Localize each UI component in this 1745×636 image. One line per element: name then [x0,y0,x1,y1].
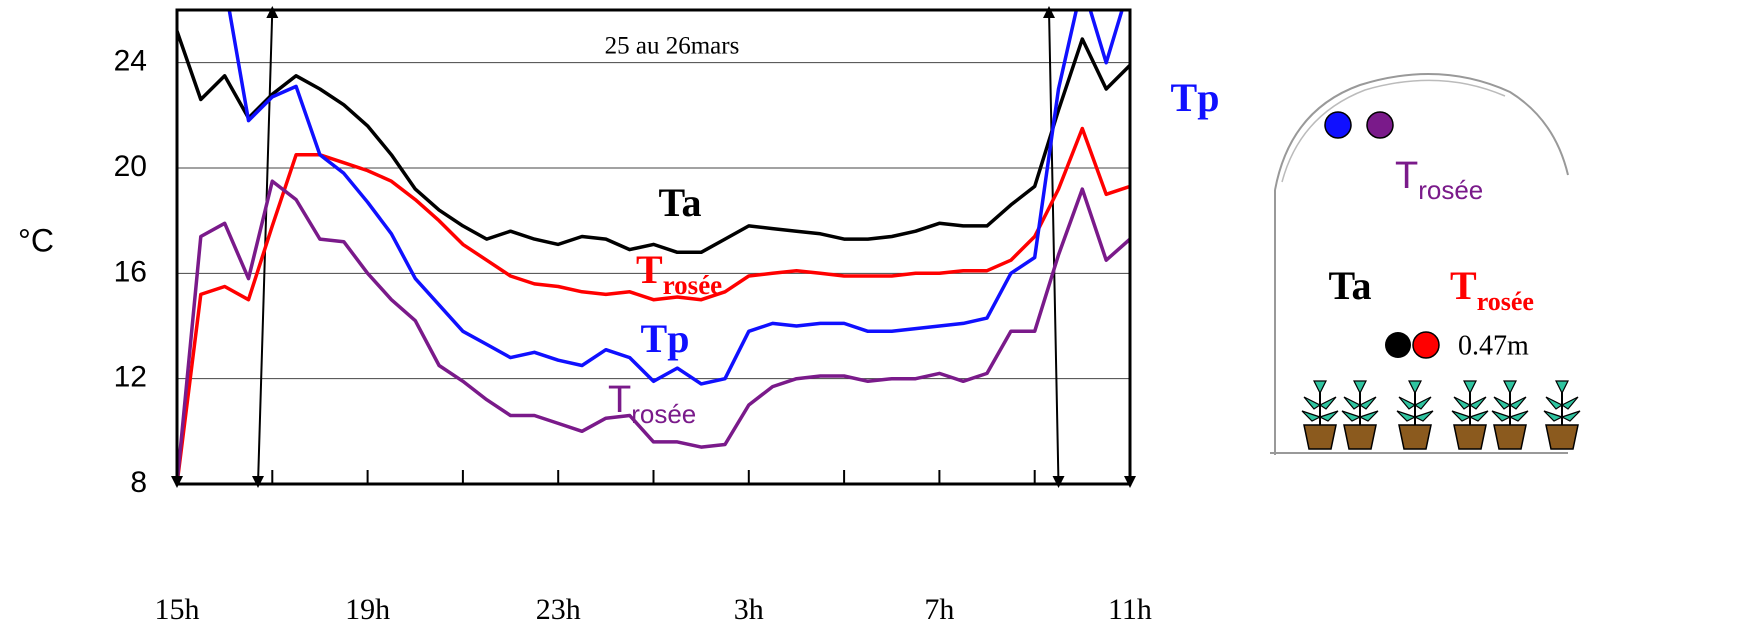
series-label-main: T [636,247,663,292]
series-label: Trosée [608,379,696,429]
plant [1543,380,1581,450]
label-trosee-top: Trosée [1395,155,1483,205]
label-tp: Tp [1171,75,1220,120]
plant [1451,380,1489,450]
sensor-trosee-top [1366,111,1394,139]
plant [1396,380,1434,450]
y-tick-label: 16 [114,255,147,288]
series-label-main: T [608,379,631,421]
greenhouse-roof-inner [1281,79,1506,183]
indicator-marker [252,476,265,488]
x-tick-label: 19h [345,593,390,626]
indicator-marker [1042,6,1055,18]
y-tick-label: 20 [114,150,147,183]
series-label: Tp [641,316,690,361]
label-main: T [1395,155,1418,197]
indicator-marker [266,6,279,18]
series-label-main: Tp [641,316,690,361]
series-line [177,126,1130,484]
series-label-sub: rosée [663,270,722,300]
y-axis-label: °C [18,222,54,258]
plant [1341,380,1379,450]
series-label-main: Ta [658,180,701,225]
label-sub: rosée [1477,287,1534,316]
y-tick-label: 12 [114,361,147,394]
x-tick-label: 11h [1108,593,1152,626]
label-main: T [1450,263,1477,308]
y-tick-label: 24 [114,45,147,78]
series-label-sub: rosée [631,399,696,429]
series-line [227,10,1124,386]
indicator-marker [1052,476,1065,488]
greenhouse-roof [1274,73,1569,191]
x-tick-label: 15h [155,593,200,626]
greenhouse-diagram: Tp Trosée Ta Trosée 0.47m [1171,73,1581,455]
series-line [177,179,1130,484]
x-tick-label: 7h [924,593,954,626]
plant [1301,380,1339,450]
x-tick-label: 3h [734,593,764,626]
sensor-ta [1385,332,1411,358]
series-line [177,30,1130,255]
plot-area [177,10,1130,484]
label-trosee: Trosée [1450,263,1534,316]
plant [1491,380,1529,450]
x-tick-label: 23h [536,593,581,626]
series-label: Trosée [636,247,722,300]
y-tick-label: 8 [130,466,147,499]
chart-title: 25 au 26mars [605,33,740,60]
label-ta: Ta [1328,263,1371,308]
label-sub: rosée [1418,175,1483,205]
label-height: 0.47m [1458,330,1529,361]
sensor-tp [1324,111,1352,139]
plot-frame [175,8,1132,486]
sensor-trosee [1412,331,1440,359]
series-label: Ta [658,180,701,225]
